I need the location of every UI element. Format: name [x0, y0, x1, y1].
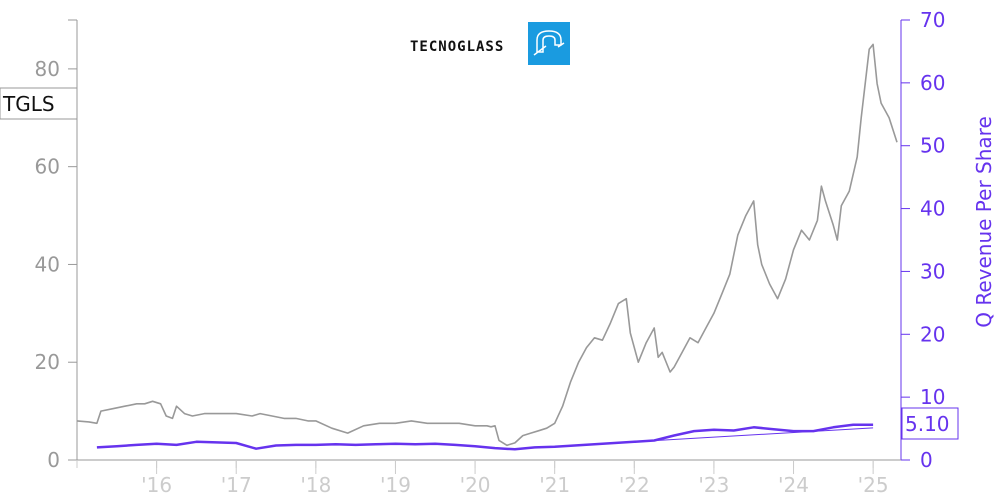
- revenue-per-share-line: [96, 423, 874, 451]
- tecnoglass-logo: TECNOGLASS: [410, 22, 570, 65]
- ticker-label-box: TGLS: [0, 87, 78, 120]
- last-value-box: 5.10: [901, 407, 959, 440]
- left-axis-tick-label: 40: [35, 252, 60, 276]
- right-axis-tick-label: 60: [920, 71, 945, 95]
- series-layer: [76, 43, 898, 451]
- x-axis-tick-label: '21: [539, 473, 570, 497]
- right-axis-tick-label: 50: [920, 134, 945, 158]
- x-axis-tick-label: '20: [460, 473, 491, 497]
- last-value-label: 5.10: [905, 412, 950, 436]
- right-axis-tick-label: 0: [920, 448, 933, 472]
- x-axis-tick-label: '24: [778, 473, 809, 497]
- right-axis-label: Q Revenue Per Share: [972, 116, 996, 328]
- x-axis-tick-label: '23: [698, 473, 729, 497]
- logo-icon-mark: [533, 30, 565, 56]
- x-axis-tick-label: '22: [619, 473, 650, 497]
- x-axis-tick-label: '18: [300, 473, 331, 497]
- right-axis-tick-label: 70: [920, 8, 945, 32]
- ticker-label: TGLS: [2, 92, 55, 116]
- right-axis-tick-label: 40: [920, 197, 945, 221]
- logo-text: TECNOGLASS: [410, 39, 504, 55]
- right-axis-tick-label: 20: [920, 322, 945, 346]
- right-axis-tick-label: 10: [920, 385, 945, 409]
- price-line: [76, 43, 898, 447]
- x-axis-tick-label: '19: [380, 473, 411, 497]
- left-axis-tick-label: 0: [47, 448, 60, 472]
- right-axis-tick-label: 30: [920, 259, 945, 283]
- axes: 0 20 40 60 80 0 10 20 30 40 50 60 70 '16 '17 '18 '19 '20 '…: [35, 8, 946, 497]
- left-axis-tick-label: 60: [35, 155, 60, 179]
- left-axis-tick-label: 20: [35, 350, 60, 374]
- x-axis-tick-label: '16: [141, 473, 172, 497]
- revenue-trend-line: [514, 427, 874, 450]
- x-axis-tick-label: '25: [858, 473, 889, 497]
- left-axis-tick-label: 80: [35, 57, 60, 81]
- x-axis-tick-label: '17: [221, 473, 252, 497]
